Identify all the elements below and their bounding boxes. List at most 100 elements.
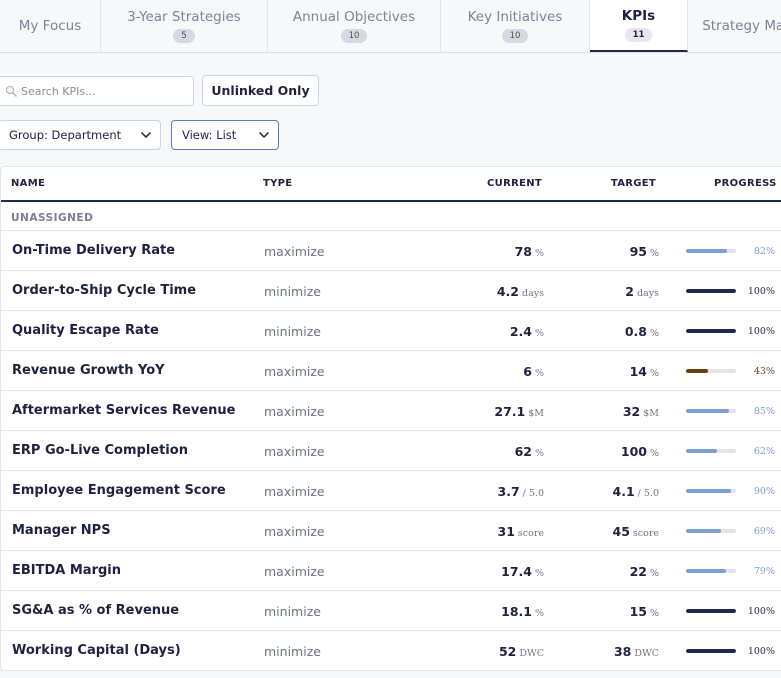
table-row[interactable]: Aftermarket Services Revenue maximize 27.1… [1,391,781,431]
tab-count-badge: 10 [501,29,529,43]
current-unit: % [534,368,544,379]
current-value: 78% [515,244,544,259]
table-row[interactable]: Working Capital (Days) minimize 52 DWC 38 DWC… [1,631,781,671]
kpi-table: NAME TYPE CURRENT TARGET PROGRESS UNASSI… [0,166,781,671]
tab-bar: My Focus 3-Year Strategies 5 Annual Objecti… [0,0,781,53]
tab-label: 3-Year Strategies [127,9,241,25]
tab-label: My Focus [18,18,82,34]
tab-key-initiatives[interactable]: Key Initiatives 10 [441,0,590,52]
progress-bar [686,289,736,293]
col-progress-header[interactable]: PROGRESS [714,178,777,189]
target-unit: / 5.0 [637,488,659,499]
kpi-type: maximize [264,444,325,459]
col-target-header[interactable]: TARGET [610,178,656,189]
table-row[interactable]: Order-to-Ship Cycle Time minimize 4.2 days 2… [1,271,781,311]
current-unit: days [522,288,544,299]
current-value: 18.1% [501,604,544,619]
current-unit: score [517,528,544,539]
table-row[interactable]: Employee Engagement Score maximize 3.7/ 5.… [1,471,781,511]
current-unit: DWC [519,648,544,659]
kpi-name[interactable]: Order-to-Ship Cycle Time [12,283,197,298]
kpi-name[interactable]: On-Time Delivery Rate [12,243,176,258]
kpi-name[interactable]: Manager NPS [12,523,111,538]
progress-percent: 62% [753,446,775,457]
view-select[interactable]: View: List [171,120,279,150]
current-value: 52 DWC [499,644,544,659]
progress-percent: 79% [753,566,775,577]
col-name-header[interactable]: NAME [11,178,46,189]
progress-bar-fill [686,369,708,373]
progress-bar [686,489,736,493]
target-unit: % [649,368,659,379]
progress-percent: 82% [753,246,775,257]
table-header: NAME TYPE CURRENT TARGET PROGRESS [1,167,781,202]
target-value: 0.8% [625,324,659,339]
kpi-name[interactable]: Aftermarket Services Revenue [12,403,236,418]
search-input[interactable] [21,84,181,98]
kpi-name[interactable]: Quality Escape Rate [12,323,159,338]
search-icon [5,82,17,101]
tab-my-focus[interactable]: My Focus [0,0,101,52]
target-value: 38 DWC [614,644,659,659]
target-value: 15% [630,604,659,619]
progress-bar-fill [686,609,736,613]
current-value: 3.7/ 5.0 [498,484,545,499]
view-value: View: List [182,128,237,142]
tab-strategy-map[interactable]: Strategy Map [688,0,781,52]
target-value: 4.1/ 5.0 [613,484,660,499]
tab-3-year-strategies[interactable]: 3-Year Strategies 5 [101,0,268,52]
kpi-type: maximize [264,524,325,539]
tab-kpis[interactable]: KPIs 11 [590,0,688,52]
progress-bar [686,569,736,573]
progress-percent: 100% [747,326,775,337]
target-value: 100% [621,444,659,459]
kpi-type: minimize [264,604,321,619]
kpi-name[interactable]: Employee Engagement Score [12,483,226,498]
search-box[interactable] [0,76,194,106]
tab-annual-objectives[interactable]: Annual Objectives 10 [268,0,441,52]
col-type-header[interactable]: TYPE [263,178,293,189]
table-row[interactable]: SG&A as % of Revenue minimize 18.1% 15% 100% [1,591,781,631]
tab-label: KPIs [621,8,656,24]
kpi-name[interactable]: SG&A as % of Revenue [12,603,180,618]
current-unit: / 5.0 [522,488,544,499]
progress-percent: 100% [747,646,775,657]
current-number: 18.1 [501,604,532,619]
target-number: 15 [629,604,647,619]
table-row[interactable]: EBITDA Margin maximize 17.4% 22% 79% [1,551,781,591]
current-value: 31 score [498,524,545,539]
target-unit: % [649,608,659,619]
tab-count-badge: 10 [340,29,368,43]
table-row[interactable]: ERP Go-Live Completion maximize 62% 100% 62% [1,431,781,471]
group-by-select[interactable]: Group: Department [0,120,161,150]
current-value: 2.4% [510,324,544,339]
table-row[interactable]: Quality Escape Rate minimize 2.4% 0.8% 100% [1,311,781,351]
table-row[interactable]: On-Time Delivery Rate maximize 78% 95% 82% [1,231,781,271]
target-value: 95% [630,244,659,259]
progress-bar [686,409,736,413]
progress-bar-fill [686,329,736,333]
current-value: 27.1 $M [494,404,544,419]
kpi-name[interactable]: ERP Go-Live Completion [12,443,188,458]
table-row[interactable]: Revenue Growth YoY maximize 6% 14% 43% [1,351,781,391]
current-number: 4.2 [496,284,519,299]
unlinked-only-button[interactable]: Unlinked Only [202,75,319,106]
progress-bar-fill [686,289,736,293]
kpi-name[interactable]: Revenue Growth YoY [12,363,165,378]
tab-label: Annual Objectives [292,9,416,25]
kpi-name[interactable]: Working Capital (Days) [12,643,181,658]
progress-bar-fill [686,249,727,253]
progress-bar-fill [686,409,729,413]
progress-bar [686,609,736,613]
tab-count-badge: 5 [173,29,195,43]
col-current-header[interactable]: CURRENT [487,178,542,189]
table-row[interactable]: Manager NPS maximize 31 score 45 score 69% [1,511,781,551]
kpi-type: minimize [264,644,321,659]
target-number: 100 [620,444,647,459]
kpi-type: maximize [264,404,325,419]
progress-percent: 100% [747,286,775,297]
progress-bar-fill [686,449,717,453]
target-number: 2 [625,284,634,299]
target-number: 95 [629,244,647,259]
kpi-name[interactable]: EBITDA Margin [12,563,122,578]
